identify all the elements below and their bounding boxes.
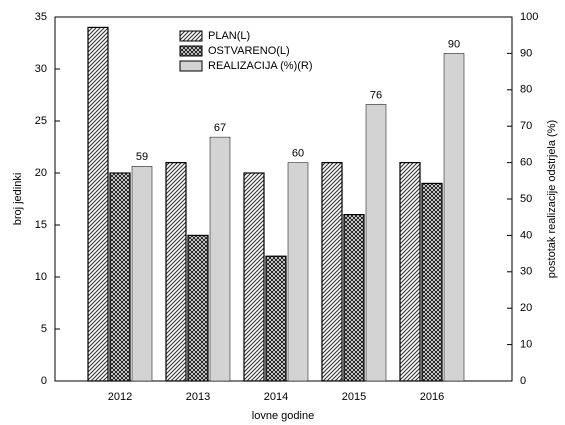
y-tick-label: 30 bbox=[35, 63, 47, 75]
bar bbox=[399, 162, 421, 382]
bar bbox=[109, 172, 131, 382]
value-label: 60 bbox=[292, 148, 304, 160]
y2-tick-label: 100 bbox=[520, 11, 538, 23]
y2-tick-label: 10 bbox=[520, 339, 532, 351]
y2-tick-label: 30 bbox=[520, 266, 532, 278]
bar bbox=[165, 162, 187, 382]
x-tick-label: 2014 bbox=[264, 391, 288, 403]
bar bbox=[287, 162, 309, 382]
y2-tick-label: 80 bbox=[520, 84, 532, 96]
y-axis-label: broj jedinki bbox=[12, 173, 24, 226]
bar bbox=[365, 104, 387, 382]
bar bbox=[243, 172, 265, 382]
value-label: 90 bbox=[448, 38, 460, 50]
legend-label: REALIZACIJA (%)(R) bbox=[208, 60, 313, 72]
bar bbox=[443, 53, 465, 382]
y-tick-label: 0 bbox=[41, 375, 47, 387]
x-tick-label: 2012 bbox=[108, 391, 132, 403]
bar bbox=[209, 136, 231, 382]
value-label: 67 bbox=[214, 122, 226, 134]
bar bbox=[187, 234, 209, 382]
y2-tick-label: 20 bbox=[520, 302, 532, 314]
y2-tick-label: 70 bbox=[520, 120, 532, 132]
bar bbox=[321, 162, 343, 382]
y-tick-label: 10 bbox=[35, 271, 47, 283]
y2-axis-label: postotak realizacije odstrjela (%) bbox=[546, 120, 558, 278]
value-label: 59 bbox=[136, 151, 148, 163]
y-tick-label: 20 bbox=[35, 167, 47, 179]
x-tick-label: 2016 bbox=[420, 391, 444, 403]
y2-tick-label: 90 bbox=[520, 47, 532, 59]
value-label: 76 bbox=[370, 89, 382, 101]
bar bbox=[421, 182, 443, 382]
y-tick-label: 25 bbox=[35, 115, 47, 127]
legend-swatch bbox=[179, 30, 203, 42]
bar bbox=[87, 26, 109, 382]
y-tick-label: 5 bbox=[41, 323, 47, 335]
x-tick-label: 2015 bbox=[342, 391, 366, 403]
bar bbox=[343, 214, 365, 382]
legend-label: OSTVARENO(L) bbox=[208, 45, 290, 57]
legend-label: PLAN(L) bbox=[208, 30, 250, 42]
y2-tick-label: 40 bbox=[520, 229, 532, 241]
legend-swatch bbox=[179, 45, 203, 57]
y2-tick-label: 50 bbox=[520, 193, 532, 205]
legend-swatch bbox=[179, 60, 203, 72]
x-axis-label: lovne godine bbox=[252, 410, 314, 422]
y2-tick-label: 0 bbox=[520, 375, 526, 387]
y2-tick-label: 60 bbox=[520, 157, 532, 169]
y-tick-label: 15 bbox=[35, 219, 47, 231]
bar bbox=[131, 165, 153, 382]
x-tick-label: 2013 bbox=[186, 391, 210, 403]
bar bbox=[265, 255, 287, 382]
y-tick-label: 35 bbox=[35, 11, 47, 23]
